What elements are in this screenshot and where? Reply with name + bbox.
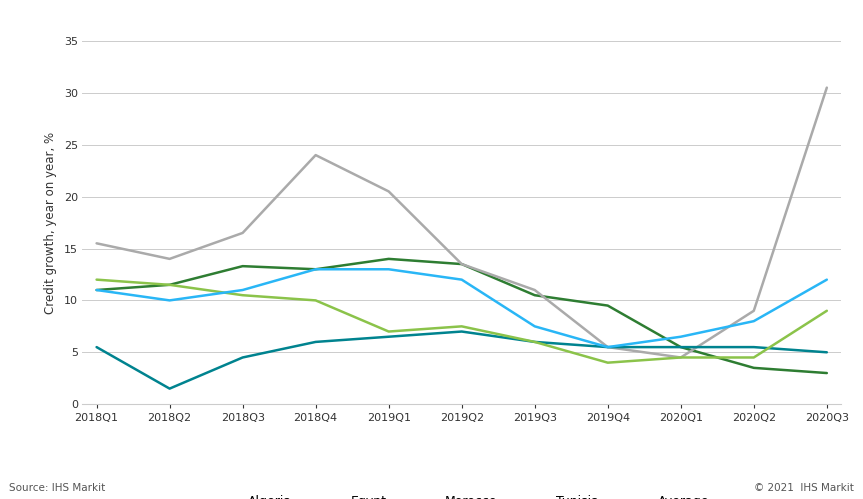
Algeria (237, 263, 248, 269)
Average (676, 334, 686, 340)
Egypt (311, 152, 321, 158)
Egypt (457, 261, 467, 267)
Morocco (91, 344, 102, 350)
Average (311, 266, 321, 272)
Tunisia (383, 328, 394, 334)
Tunisia (676, 354, 686, 360)
Morocco (383, 334, 394, 340)
Average (602, 344, 613, 350)
Line: Algeria: Algeria (97, 259, 827, 373)
Average (383, 266, 394, 272)
Average (237, 287, 248, 293)
Tunisia (822, 308, 832, 314)
Morocco (602, 344, 613, 350)
Morocco (748, 344, 759, 350)
Morocco (311, 339, 321, 345)
Average (165, 297, 175, 303)
Egypt (602, 344, 613, 350)
Egypt (676, 354, 686, 360)
Average (91, 287, 102, 293)
Morocco (676, 344, 686, 350)
Algeria (676, 344, 686, 350)
Algeria (748, 365, 759, 371)
Tunisia (165, 282, 175, 288)
Average (457, 276, 467, 282)
Morocco (165, 386, 175, 392)
Morocco (530, 339, 540, 345)
Morocco (822, 349, 832, 355)
Egypt (822, 85, 832, 91)
Text: Source: IHS Markit: Source: IHS Markit (9, 483, 105, 493)
Morocco (237, 354, 248, 360)
Egypt (383, 189, 394, 195)
Tunisia (530, 339, 540, 345)
Egypt (530, 287, 540, 293)
Algeria (822, 370, 832, 376)
Morocco (457, 328, 467, 334)
Average (822, 276, 832, 282)
Line: Egypt: Egypt (97, 88, 827, 357)
Average (748, 318, 759, 324)
Line: Tunisia: Tunisia (97, 279, 827, 363)
Egypt (91, 241, 102, 247)
Egypt (237, 230, 248, 236)
Tunisia (748, 354, 759, 360)
Text: North Africa: Credit growth has been propped up by extensive COVID-19 stimulus: North Africa: Credit growth has been pro… (9, 12, 686, 27)
Algeria (530, 292, 540, 298)
Tunisia (457, 323, 467, 329)
Tunisia (91, 276, 102, 282)
Algeria (383, 256, 394, 262)
Algeria (602, 302, 613, 308)
Average (530, 323, 540, 329)
Tunisia (602, 360, 613, 366)
Line: Average: Average (97, 269, 827, 347)
Egypt (165, 256, 175, 262)
Text: © 2021  IHS Markit: © 2021 IHS Markit (754, 483, 854, 493)
Algeria (165, 282, 175, 288)
Algeria (311, 266, 321, 272)
Y-axis label: Credit growth, year on year, %: Credit growth, year on year, % (44, 132, 57, 313)
Algeria (91, 287, 102, 293)
Tunisia (237, 292, 248, 298)
Algeria (457, 261, 467, 267)
Tunisia (311, 297, 321, 303)
Egypt (748, 308, 759, 314)
Legend: Algeria, Egypt, Morocco, Tunisia, Average: Algeria, Egypt, Morocco, Tunisia, Averag… (209, 491, 715, 499)
Line: Morocco: Morocco (97, 331, 827, 389)
